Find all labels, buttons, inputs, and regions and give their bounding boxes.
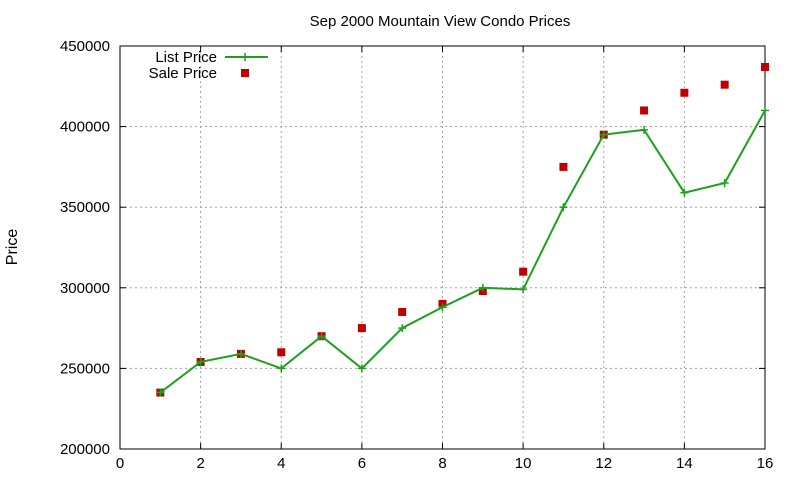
list-price-line (159, 109, 766, 394)
sale-price-point (357, 324, 366, 333)
y-tick-label: 300000 (60, 280, 110, 297)
tick-labels: 0 2 4 6 8 10 12 14 16 200000 250000 300000 350000 400… (60, 38, 773, 472)
x-tick-label: 10 (515, 455, 532, 472)
list-price-point (277, 364, 286, 373)
sale-price-point (398, 307, 407, 316)
plot-frame (119, 45, 766, 450)
sale-price-point (640, 106, 649, 115)
list-price-point (519, 285, 528, 294)
list-price-point (317, 332, 326, 341)
sale-price-point (680, 88, 689, 97)
list-price-point (599, 130, 608, 139)
chart-title: Sep 2000 Mountain View Condo Prices (310, 13, 571, 30)
x-tick-label: 14 (676, 455, 693, 472)
legend-label-list-price: List Price (155, 49, 217, 66)
grid (120, 46, 765, 449)
list-price-point (761, 106, 769, 115)
x-tick-label: 6 (358, 455, 366, 472)
y-tick-label: 450000 (60, 38, 110, 55)
sale-price-point (519, 267, 528, 276)
list-price-point (720, 179, 729, 188)
sale-price-point (761, 62, 769, 71)
list-price-point (156, 388, 165, 397)
y-tick-label: 200000 (60, 441, 110, 458)
sale-price-point (720, 80, 729, 89)
legend-label-sale-price: Sale Price (149, 65, 217, 82)
sale-price-point (277, 348, 286, 357)
list-price-point (196, 357, 205, 366)
sale-price-series (156, 62, 769, 397)
sale-price-point (559, 162, 568, 171)
legend-marker-sale-price (241, 69, 249, 77)
list-price-point (236, 349, 245, 358)
list-price-point (357, 364, 366, 373)
list-price-point (680, 188, 689, 197)
x-tick-label: 16 (757, 455, 774, 472)
list-price-point (640, 125, 649, 134)
x-tick-label: 0 (116, 455, 124, 472)
x-tick-label: 12 (595, 455, 612, 472)
list-price-point (398, 324, 407, 333)
legend-marker-list-price (241, 53, 249, 61)
list-price-series (156, 106, 769, 397)
list-price-point (438, 303, 447, 312)
y-axis-label: Price (4, 229, 21, 266)
x-tick-label: 4 (277, 455, 285, 472)
x-tick-label: 8 (438, 455, 446, 472)
y-tick-label: 400000 (60, 119, 110, 136)
y-tick-label: 250000 (60, 360, 110, 377)
y-tick-label: 350000 (60, 199, 110, 216)
list-price-point (478, 283, 487, 292)
x-tick-label: 2 (196, 455, 204, 472)
series (156, 62, 769, 397)
list-price-point (559, 203, 568, 212)
